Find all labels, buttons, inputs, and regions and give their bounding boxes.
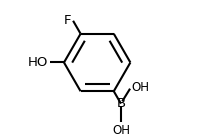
Text: OH: OH [131, 81, 149, 94]
Text: B: B [116, 97, 126, 110]
Text: HO: HO [28, 56, 48, 69]
Text: F: F [64, 14, 71, 27]
Text: OH: OH [112, 124, 130, 137]
